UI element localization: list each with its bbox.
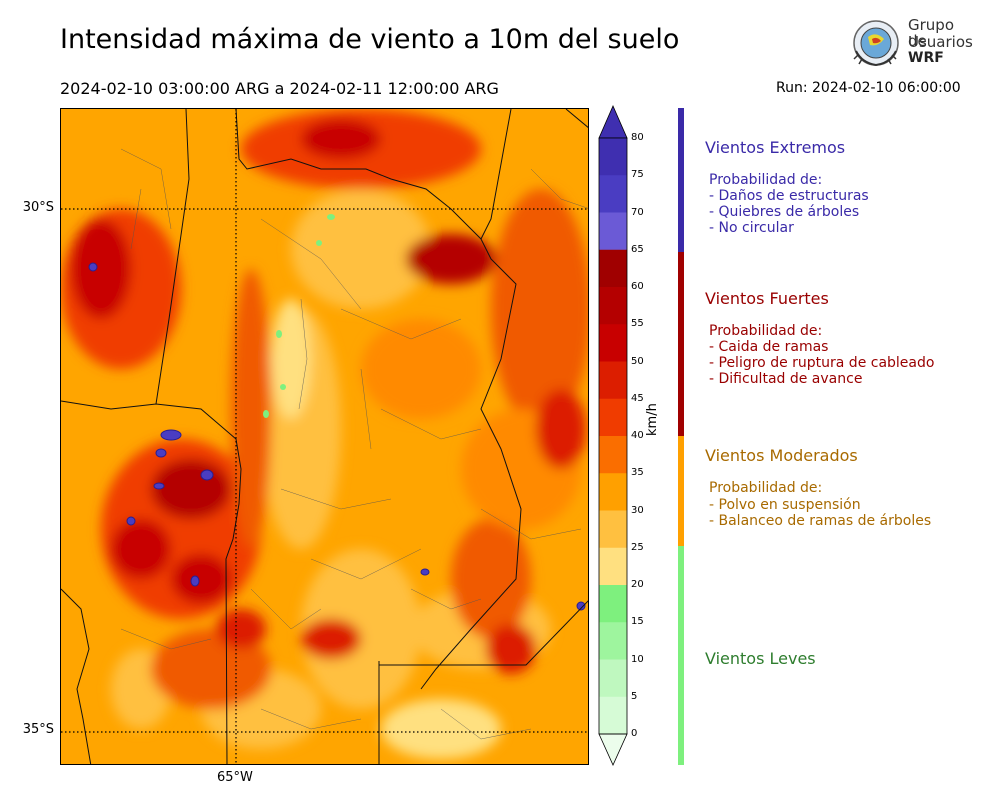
colorbar-extend-top [598,105,628,139]
extreme-heading: Probabilidad de: [709,172,823,188]
colorbar-tick-label: 55 [631,318,644,330]
moderate-heading: Probabilidad de: [709,480,823,496]
colorbar-band [599,249,627,288]
colorbar-band [599,659,627,698]
moderate-item: - Balanceo de ramas de árboles [709,513,932,529]
lat-label-35s: 35°S [22,722,54,737]
strong-item: - Peligro de ruptura de cableado [709,355,935,371]
logo-text-line3: WRF [908,50,944,66]
colorbar-band [599,398,627,437]
colorbar-band [599,324,627,362]
colorbar-band [599,436,627,474]
colorbar-band [599,175,627,213]
lon-label-65w: 65°W [217,770,253,785]
colorbar-band [599,547,627,586]
colorbar-tick-label: 70 [631,206,644,218]
light-title: Vientos Leves [705,649,816,668]
colorbar-tick-label: 30 [631,504,644,516]
moderate-category-bar [678,436,684,546]
colorbar-unit: km/h [645,403,660,436]
colorbar-band [599,212,627,251]
strong-title: Vientos Fuertes [705,289,829,308]
colorbar-tick-label: 60 [631,281,644,292]
colorbar-tick-label: 75 [631,169,644,181]
colorbar-tick-label: 20 [631,579,644,590]
logo-text-line1: Grupo de [908,16,954,50]
colorbar-band [599,473,627,511]
logo-text-line2: Usuarios [908,33,973,51]
colorbar-tick-label: 40 [631,430,644,441]
colorbar-swatches [598,105,628,766]
moderate-item: - Polvo en suspensión [709,497,861,513]
colorbar-band [599,138,627,176]
colorbar-band [599,361,627,400]
extreme-item: - Daños de estructuras [709,188,869,204]
colorbar [598,105,628,770]
colorbar-band [599,622,627,660]
colorbar-tick-label: 10 [631,653,644,665]
colorbar-band [599,585,627,623]
globe-icon [853,20,899,67]
wind-field-raster [61,109,588,764]
colorbar-tick-label: 25 [631,541,644,553]
colorbar-tick-label: 15 [631,616,644,628]
strong-item: - Dificultad de avance [709,371,863,387]
colorbar-tick-label: 35 [631,467,644,479]
extreme-item: - No circular [709,220,794,236]
forecast-period: 2024-02-10 03:00:00 ARG a 2024-02-11 12:… [60,79,499,98]
colorbar-tick-label: 5 [631,690,638,702]
colorbar-tick-label: 45 [631,392,644,404]
colorbar-band [599,287,627,325]
strong-heading: Probabilidad de: [709,323,823,339]
run-time: Run: 2024-02-10 06:00:00 [776,80,961,96]
colorbar-band [599,696,627,735]
moderate-title: Vientos Moderados [705,446,858,465]
wrf-logo: Grupo de Usuarios WRF [848,16,973,73]
extreme-title: Vientos Extremos [705,138,846,157]
colorbar-extend-bottom [598,733,628,766]
lat-label-30s: 30°S [22,200,54,215]
strong-category-bar [678,252,684,436]
colorbar-tick-label: 50 [631,355,644,367]
colorbar-frame [598,137,628,735]
extreme-item: - Quiebres de árboles [709,204,860,220]
colorbar-tick-label: 0 [631,728,638,739]
colorbar-tick-label: 80 [631,132,644,143]
colorbar-band [599,510,627,549]
wind-map [60,108,589,765]
strong-item: - Caida de ramas [709,339,829,355]
map-title: Intensidad máxima de viento a 10m del su… [60,24,680,55]
colorbar-tick-label: 65 [631,243,644,255]
extreme-category-bar [678,108,684,252]
light-category-bar [678,546,684,765]
